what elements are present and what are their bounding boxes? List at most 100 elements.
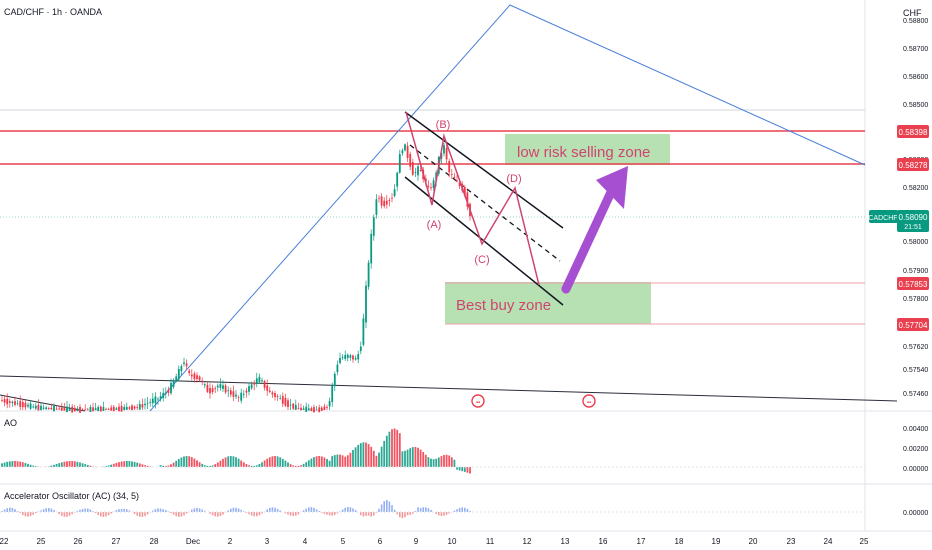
ao-bar	[336, 454, 339, 467]
ac-bar	[133, 512, 136, 514]
candle-body	[313, 406, 315, 413]
price-tick-label: 0.58700	[903, 46, 928, 53]
trend-line-black-2[interactable]	[0, 394, 86, 412]
ac-bar	[115, 509, 118, 512]
sell-zone-box[interactable]	[505, 134, 670, 165]
channel-upper[interactable]	[404, 111, 564, 229]
ao-label[interactable]: AO	[4, 418, 17, 428]
ac-bar	[191, 509, 193, 512]
ao-bar	[253, 465, 256, 467]
candle-body	[232, 391, 235, 397]
candle-body	[315, 409, 318, 411]
currency-label: CHF	[903, 8, 922, 18]
candle-body	[305, 406, 308, 412]
ac-bar	[399, 512, 401, 518]
trend-line-black[interactable]	[0, 375, 898, 402]
time-axis[interactable]: 22 25 26 27 28 Dec 2 3 4 5 6 9 10 11 12 13 16 17 18 19 20 23 2…	[0, 537, 869, 546]
ao-bar	[346, 455, 349, 467]
candle-body	[466, 192, 469, 207]
candle-body	[463, 186, 466, 196]
up-arrow-head[interactable]	[596, 166, 628, 209]
candle-body	[383, 200, 386, 207]
ao-bar	[310, 458, 313, 467]
candle-body	[149, 401, 152, 403]
candle-body	[336, 364, 339, 373]
ac-bar	[396, 512, 398, 515]
event-marker-icon[interactable]	[471, 394, 485, 408]
candle-body	[339, 357, 341, 363]
ac-label[interactable]: Accelerator Oscillator (AC) (34, 5)	[4, 491, 139, 501]
candle-body	[133, 406, 136, 409]
ao-tick-label: 0.00200	[903, 446, 928, 453]
candle-body	[198, 376, 201, 381]
ao-bar	[294, 465, 297, 467]
candle-body	[216, 385, 219, 388]
ac-bar	[209, 512, 211, 514]
ao-bar	[149, 466, 152, 467]
ao-bar	[328, 460, 331, 467]
ac-bar	[29, 512, 32, 517]
ao-bar	[81, 463, 84, 467]
candle-body	[175, 376, 178, 382]
ao-bar	[32, 465, 35, 467]
candle-body	[411, 162, 414, 175]
price-tick-label: 0.58600	[903, 74, 928, 81]
time-tick-label: 11	[486, 537, 495, 546]
candle-body	[92, 407, 94, 412]
symbol-title[interactable]: CAD/CHF · 1h · OANDA	[4, 7, 102, 17]
ao-bar	[237, 458, 240, 467]
ao-bar	[409, 448, 412, 467]
ac-bar	[289, 512, 292, 516]
ao-bar	[289, 464, 292, 467]
ac-bar	[94, 512, 97, 514]
ac-bar	[165, 509, 167, 512]
ac-bar	[102, 512, 105, 517]
up-arrow-shaft[interactable]	[561, 185, 617, 294]
trend-line-blue[interactable]	[149, 4, 866, 412]
wave-label-b: (B)	[436, 119, 451, 131]
candles	[1, 141, 471, 413]
ao-bar	[219, 460, 222, 467]
ao-bar	[331, 456, 334, 467]
candle-body	[289, 404, 292, 406]
candle-body	[94, 408, 97, 411]
time-tick-label: 25	[860, 537, 869, 546]
ac-bar	[152, 510, 154, 512]
time-tick-label: 25	[37, 537, 46, 546]
abcd-pattern-line[interactable]	[405, 111, 540, 286]
level-tag: 0.58398	[897, 125, 929, 138]
candle-body	[180, 366, 183, 372]
ac-bar	[105, 512, 107, 517]
ao-bar	[8, 461, 11, 467]
ao-bar	[183, 456, 185, 467]
level-tag: 0.58278	[897, 158, 929, 171]
ao-bar	[422, 452, 425, 467]
channel-mid[interactable]	[409, 144, 561, 262]
ao-bar	[55, 463, 58, 467]
candle-body	[396, 172, 399, 187]
ao-bar	[248, 465, 250, 467]
ao-bar	[211, 465, 214, 467]
ao-bar	[209, 465, 211, 467]
price-axis[interactable]: 0.588000.587000.586000.585000.583000.582…	[903, 18, 928, 517]
candle-body	[19, 401, 22, 407]
ao-bar	[450, 457, 453, 467]
ac-bar	[318, 511, 320, 512]
candle-body	[432, 180, 435, 189]
candle-body	[164, 392, 167, 395]
ao-bar	[123, 461, 126, 467]
event-marker-icon[interactable]	[582, 394, 596, 408]
ao-bar	[258, 463, 261, 467]
candle-body	[458, 182, 461, 187]
candle-body	[120, 406, 123, 412]
ac-bar	[354, 510, 357, 512]
ac-bar	[425, 507, 427, 512]
ao-bar	[29, 464, 32, 467]
ac-bar	[61, 512, 63, 516]
candle-body	[235, 394, 237, 397]
buy-zone-box[interactable]	[445, 282, 651, 324]
candle-body	[144, 403, 146, 406]
candle-body	[123, 407, 126, 411]
candle-body	[276, 396, 279, 397]
